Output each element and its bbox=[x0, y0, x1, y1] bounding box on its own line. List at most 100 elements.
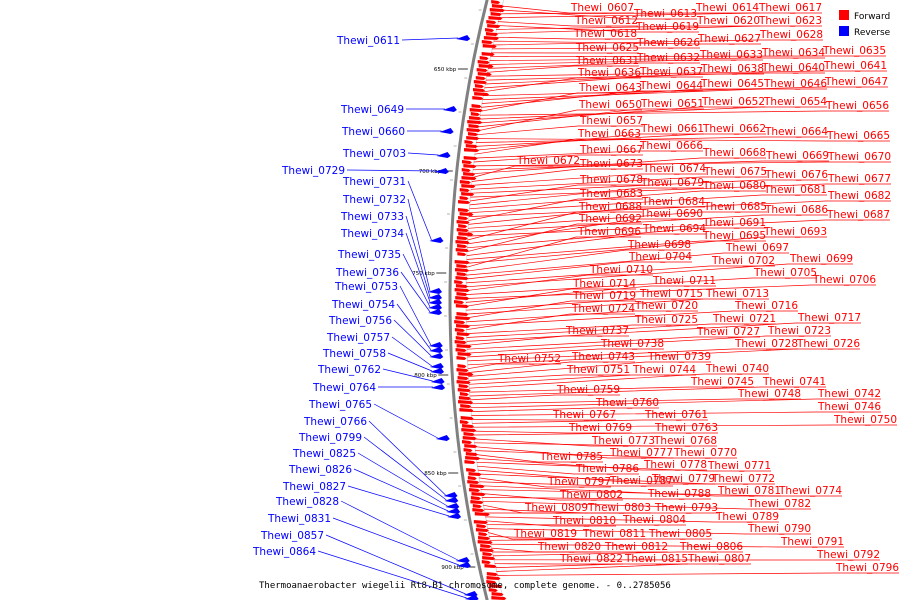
forward-gene bbox=[459, 392, 469, 396]
forward-gene bbox=[457, 352, 472, 356]
forward-leader-line bbox=[472, 419, 708, 424]
forward-gene bbox=[462, 424, 475, 428]
forward-leader-line bbox=[467, 227, 766, 249]
reverse-gene bbox=[445, 503, 460, 509]
forward-gene bbox=[454, 300, 464, 304]
reverse-leader-line bbox=[387, 352, 433, 372]
forward-gene bbox=[481, 40, 493, 44]
reverse-gene-label: Thewi_0735 bbox=[337, 249, 401, 261]
forward-gene-label: Thewi_0803 bbox=[587, 502, 651, 514]
forward-leader-line bbox=[470, 176, 767, 190]
forward-gene bbox=[461, 168, 471, 172]
forward-gene bbox=[472, 504, 482, 508]
reverse-gene bbox=[429, 237, 444, 243]
forward-gene bbox=[484, 564, 497, 568]
forward-leader-line bbox=[474, 150, 703, 159]
forward-gene bbox=[457, 252, 467, 256]
forward-gene-label: Thewi_0714 bbox=[572, 278, 636, 290]
forward-leader-line bbox=[491, 47, 700, 50]
legend-reverse-label: Reverse bbox=[854, 28, 891, 38]
forward-gene bbox=[455, 276, 469, 280]
forward-leader-line bbox=[468, 361, 711, 377]
forward-leader-line bbox=[473, 154, 643, 163]
forward-gene-label: Thewi_0667 bbox=[579, 144, 643, 156]
forward-leader-line bbox=[468, 206, 705, 225]
reverse-leader-line bbox=[353, 468, 449, 512]
backbone-arc bbox=[448, 0, 489, 600]
forward-leader-line bbox=[477, 125, 643, 136]
forward-gene-label: Thewi_0641 bbox=[823, 60, 887, 72]
scale-label: 700 kbp bbox=[419, 169, 442, 175]
forward-gene-label: Thewi_0781 bbox=[717, 485, 781, 497]
forward-gene bbox=[458, 208, 470, 212]
forward-leader-line bbox=[466, 233, 706, 256]
forward-leader-line bbox=[466, 310, 698, 323]
forward-gene-label: Thewi_0650 bbox=[578, 99, 642, 111]
forward-gene bbox=[454, 288, 470, 292]
forward-gene-label: Thewi_0727 bbox=[696, 326, 760, 338]
forward-gene-label: Thewi_0696 bbox=[577, 226, 641, 238]
forward-leader-line bbox=[479, 481, 673, 487]
forward-leader-line bbox=[488, 59, 763, 65]
forward-gene bbox=[488, 16, 503, 20]
forward-gene-label: Thewi_0684 bbox=[641, 196, 705, 208]
forward-gene bbox=[458, 396, 471, 400]
reverse-gene-label: Thewi_0736 bbox=[335, 267, 399, 279]
forward-leader-line bbox=[466, 263, 853, 288]
forward-leader-line bbox=[466, 298, 703, 311]
reverse-gene bbox=[439, 128, 454, 134]
reverse-gene-label: Thewi_0825 bbox=[292, 448, 356, 460]
reverse-leader-line bbox=[396, 303, 432, 351]
forward-gene bbox=[477, 60, 490, 64]
forward-leader-line bbox=[478, 473, 775, 485]
forward-gene-label: Thewi_0613 bbox=[633, 8, 697, 20]
forward-gene-label: Thewi_0751 bbox=[566, 364, 630, 376]
forward-leader-line bbox=[472, 157, 766, 175]
forward-gene bbox=[486, 572, 498, 576]
forward-gene-label: Thewi_0633 bbox=[699, 49, 763, 61]
forward-leader-line bbox=[471, 411, 881, 416]
forward-gene bbox=[467, 120, 483, 124]
reverse-gene-label: Thewi_0734 bbox=[340, 228, 404, 240]
reverse-gene bbox=[436, 152, 451, 158]
forward-gene bbox=[491, 592, 504, 596]
reverse-gene-label: Thewi_0733 bbox=[340, 211, 404, 223]
forward-gene-label: Thewi_0664 bbox=[764, 126, 828, 138]
forward-leader-line bbox=[465, 285, 716, 303]
forward-gene-label: Thewi_0645 bbox=[700, 78, 764, 90]
forward-leader-line bbox=[467, 363, 561, 370]
forward-gene bbox=[478, 536, 491, 540]
forward-gene-label: Thewi_0760 bbox=[595, 397, 659, 409]
forward-leader-line bbox=[486, 70, 887, 77]
forward-gene bbox=[454, 340, 467, 344]
reverse-gene-label: Thewi_0766 bbox=[303, 416, 367, 428]
forward-leader-line bbox=[481, 90, 703, 108]
forward-gene-label: Thewi_0619 bbox=[635, 21, 699, 33]
forward-gene-label: Thewi_0739 bbox=[647, 351, 711, 363]
forward-gene-label: Thewi_0625 bbox=[575, 42, 639, 54]
reverse-gene-label: Thewi_0758 bbox=[322, 348, 386, 360]
reverse-gene-label: Thewi_0827 bbox=[282, 481, 346, 493]
forward-gene-label: Thewi_0677 bbox=[827, 173, 891, 185]
forward-gene bbox=[467, 480, 480, 484]
reverse-leader-line bbox=[347, 485, 450, 517]
forward-leader-line bbox=[472, 165, 580, 178]
forward-gene bbox=[456, 356, 467, 360]
forward-gene-label: Thewi_0787 bbox=[609, 475, 673, 487]
forward-leader-line bbox=[480, 485, 781, 497]
forward-gene-label: Thewi_0750 bbox=[833, 414, 897, 426]
forward-gene-label: Thewi_0668 bbox=[702, 147, 766, 159]
forward-leader-line bbox=[485, 516, 779, 523]
forward-gene-label: Thewi_0634 bbox=[761, 47, 825, 59]
forward-gene-label: Thewi_0713 bbox=[705, 288, 769, 300]
forward-gene-label: Thewi_0637 bbox=[639, 66, 703, 78]
forward-gene bbox=[470, 500, 484, 504]
forward-gene-label: Thewi_0698 bbox=[627, 239, 691, 251]
forward-leader-line bbox=[489, 57, 825, 61]
forward-gene bbox=[467, 132, 478, 136]
forward-gene-label: Thewi_0815 bbox=[624, 553, 688, 565]
forward-leader-line bbox=[466, 252, 789, 276]
forward-gene bbox=[463, 156, 478, 160]
